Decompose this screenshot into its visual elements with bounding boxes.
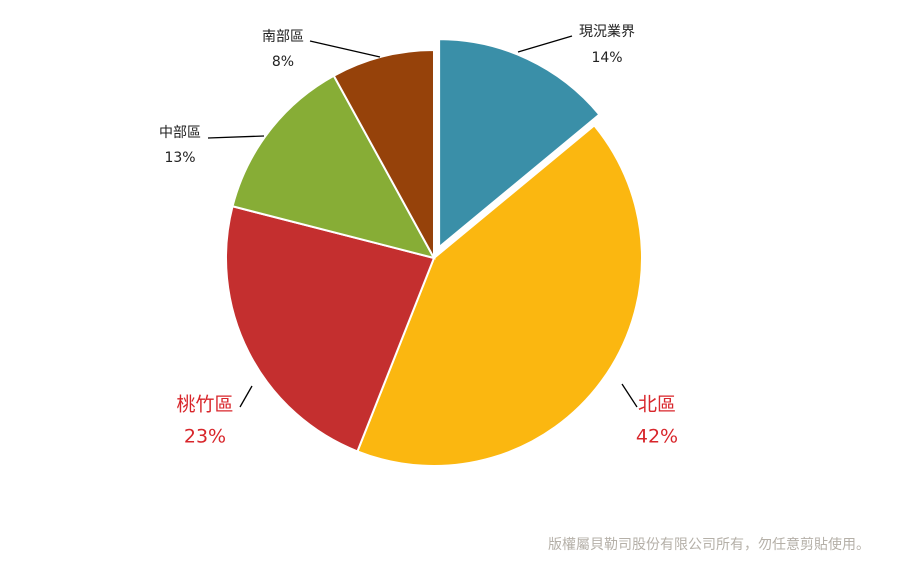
footer: 版權屬貝勒司股份有限公司所有，勿任意剪貼使用。 bbox=[548, 536, 870, 553]
category-label: 北區 bbox=[638, 394, 676, 416]
leader-line bbox=[309, 40, 381, 58]
pie-slice bbox=[356, 124, 643, 467]
value-label: 23% bbox=[184, 426, 226, 448]
pie-slice bbox=[438, 38, 601, 250]
leader-line bbox=[517, 35, 573, 53]
pie-slice bbox=[231, 74, 436, 260]
value-label: 42% bbox=[636, 426, 678, 448]
category-label: 桃竹區 bbox=[176, 394, 233, 416]
category-label: 中部區 bbox=[159, 125, 201, 141]
pie-slice bbox=[332, 48, 435, 259]
value-label: 13% bbox=[164, 150, 195, 166]
leader-line bbox=[239, 385, 253, 408]
category-label: 南部區 bbox=[262, 29, 304, 45]
pie-slice bbox=[225, 205, 436, 453]
value-label: 8% bbox=[272, 54, 294, 70]
leader-line bbox=[621, 383, 638, 408]
category-label: 現況業界 bbox=[579, 24, 635, 40]
value-label: 14% bbox=[591, 50, 622, 66]
leader-line bbox=[207, 135, 265, 139]
